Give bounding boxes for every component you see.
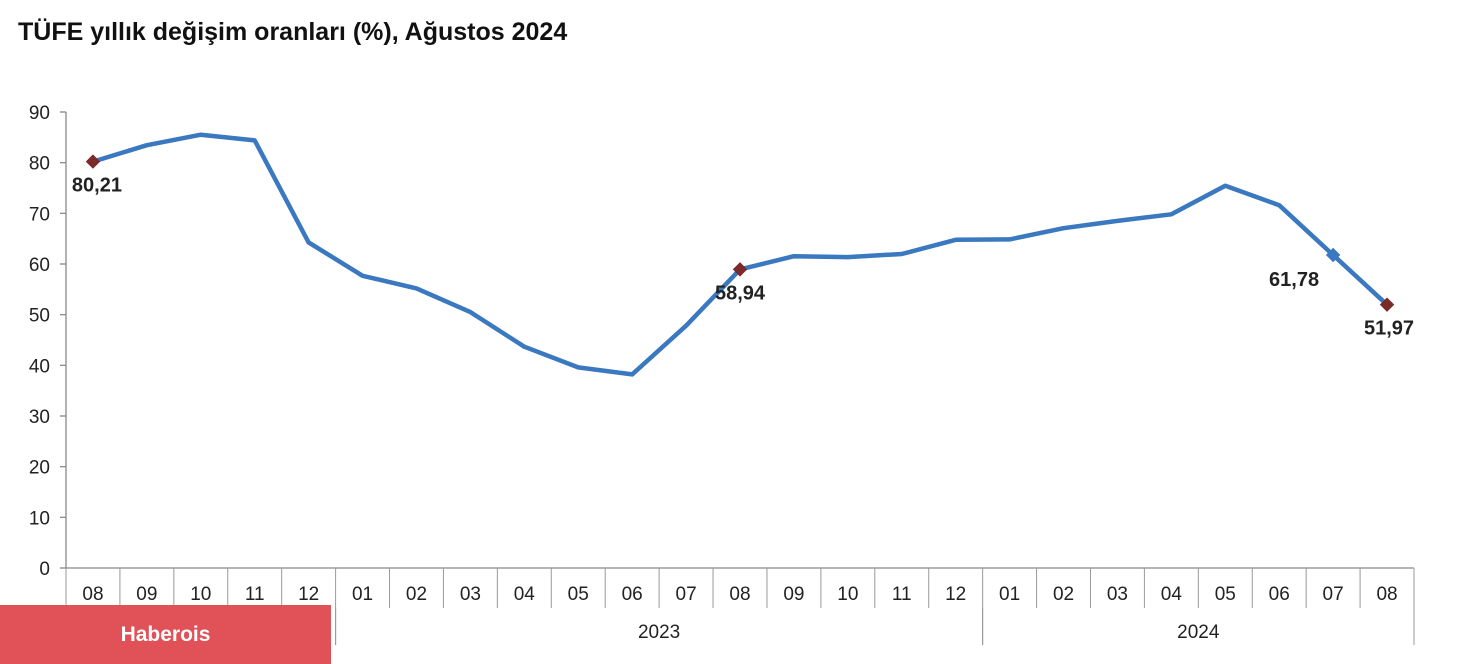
y-tick-label: 50 [29,306,50,327]
x-tick-label: 05 [1215,584,1236,605]
year-label: 2023 [638,622,680,643]
chart-title: TÜFE yıllık değişim oranları (%), Ağusto… [18,18,568,46]
x-tick-label: 04 [514,584,536,605]
watermark-text: Haberois [120,622,211,646]
y-tick-label: 70 [29,204,50,225]
series-line [90,132,1390,377]
x-tick-label: 11 [245,584,265,605]
data-label: 80,21 [72,175,122,197]
x-tick-label: 12 [298,584,319,605]
x-tick-label: 03 [460,584,481,605]
x-tick-label: 10 [190,584,211,605]
data-label: 61,78 [1269,269,1319,291]
x-tick-label: 06 [1269,584,1290,605]
data-point-marker [1325,247,1341,263]
x-tick-label: 06 [622,584,643,605]
watermark-logo: Haberois [0,605,331,664]
x-tick-label: 03 [1107,584,1128,605]
y-tick-label: 0 [39,559,50,580]
data-point-marker [85,154,101,169]
data-point-marker [732,262,748,277]
x-axis: 08 09 10 11 12 01 02 03 04 05 06 07 08 09 10 11 12 01 02 03… [65,567,1415,645]
y-tick-label: 30 [29,407,50,428]
y-tick-label: 60 [29,255,50,276]
y-tick-label: 20 [29,458,50,479]
y-tick-label: 40 [29,356,50,377]
x-tick-label: 08 [729,584,750,605]
x-tick-label: 09 [783,584,804,605]
x-tick-label: 07 [1323,584,1344,605]
x-tick-label: 04 [1161,584,1183,605]
series-layer [85,132,1395,377]
x-tick-label: 10 [837,584,858,605]
x-tick-label: 09 [136,584,157,605]
x-tick-label: 02 [1053,584,1074,605]
y-tick-label: 80 [29,154,50,175]
y-tick-label: 90 [29,103,50,124]
x-tick-label: 08 [82,584,103,605]
x-tick-label: 02 [406,584,427,605]
year-label: 2024 [1177,622,1220,643]
y-tick-label: 10 [29,508,50,529]
x-tick-label: 11 [892,584,912,605]
x-tick-label: 05 [568,584,589,605]
data-label: 51,97 [1364,318,1414,340]
x-tick-label: 01 [999,584,1020,605]
x-tick-label: 08 [1376,584,1397,605]
data-point-marker [1379,297,1395,312]
data-label-layer: 80,21 58,94 61,78 51,97 [72,175,1414,340]
x-tick-label: 01 [352,584,373,605]
x-tick-label: 07 [676,584,697,605]
data-label: 58,94 [715,282,766,304]
x-tick-label: 12 [945,584,966,605]
y-axis: 0 10 20 30 40 50 60 70 80 90 [29,103,67,580]
